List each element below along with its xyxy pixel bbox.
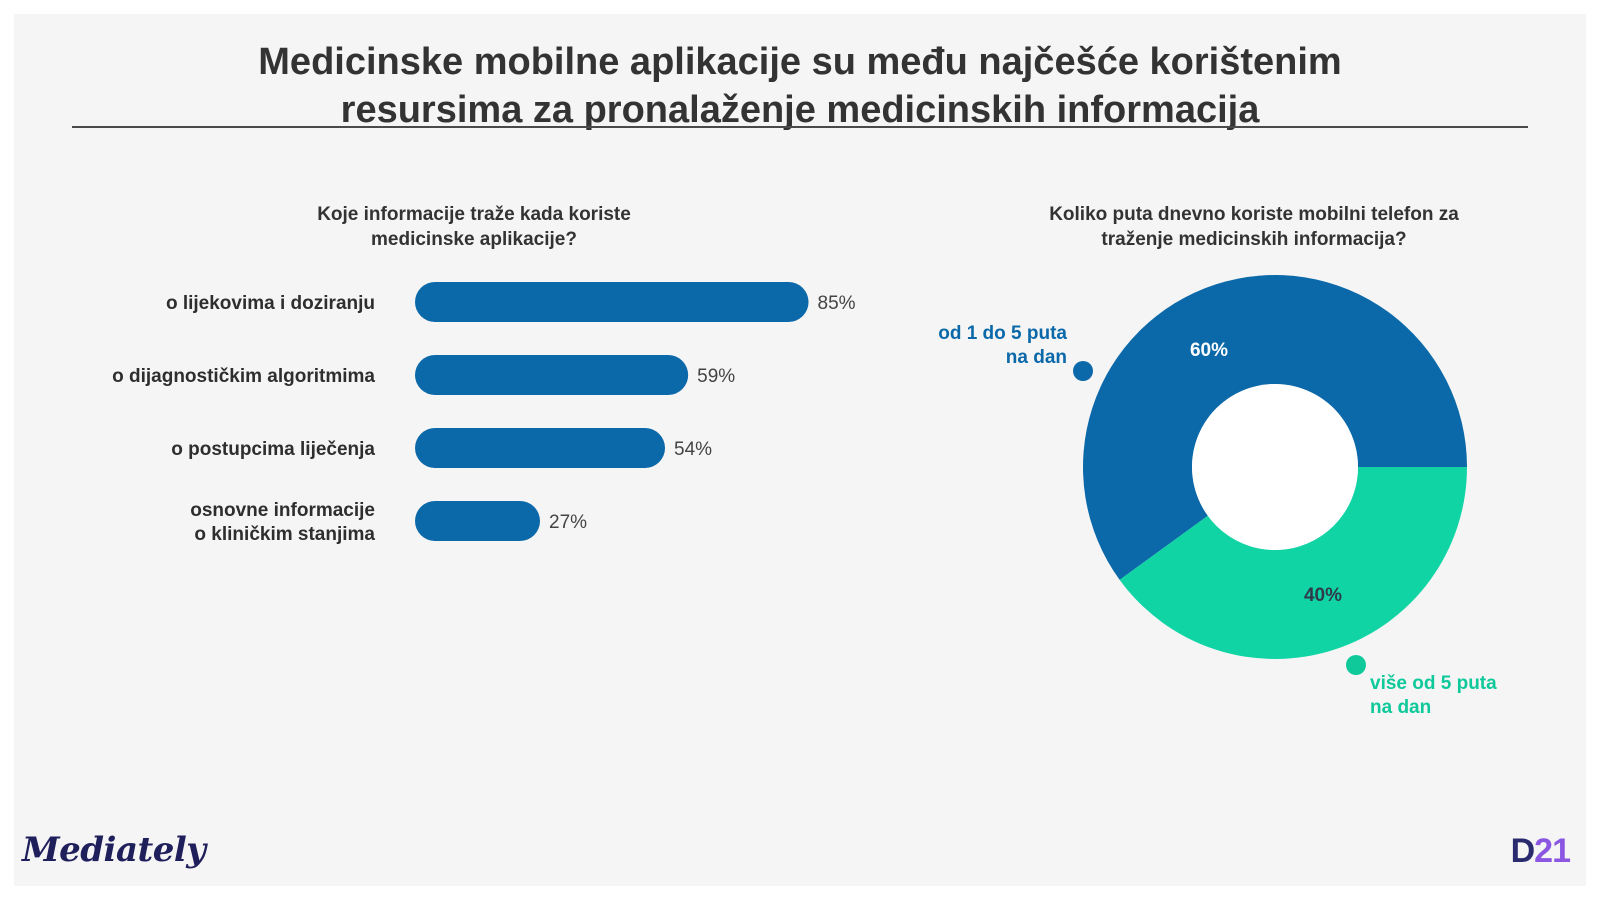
bar-0 — [415, 282, 809, 322]
donut-slice-1 — [1119, 467, 1467, 659]
title-divider — [72, 126, 1528, 128]
donut-question-line-2: traženje medicinskih informacija? — [1101, 229, 1407, 250]
bar-chart-question: Koje informacije traže kada koriste medi… — [274, 202, 674, 252]
donut-value-label-1: 40% — [1304, 585, 1342, 606]
legend-dot-0 — [1073, 361, 1093, 381]
bar-category-label-0: o lijekovima i doziranju — [166, 293, 375, 314]
page-title: Medicinske mobilne aplikacije su među na… — [14, 38, 1586, 134]
legend-label-1: više od 5 puta na dan — [1370, 673, 1497, 718]
donut-chart-question: Koliko puta dnevno koriste mobilni telef… — [1024, 202, 1484, 252]
bar-1 — [415, 355, 689, 395]
d21-logo: D21 — [1510, 832, 1571, 871]
title-line-2: resursima za pronalaženje medicinskih in… — [340, 89, 1260, 131]
bar-value-label-1: 59% — [697, 366, 735, 387]
donut-value-label-0: 60% — [1190, 340, 1228, 361]
bar-question-line-2: medicinske aplikacije? — [371, 229, 577, 250]
bar-3 — [415, 501, 541, 541]
bar-category-label-3: osnovne informacije o kliničkim stanjima — [190, 500, 375, 545]
legend-dot-1 — [1346, 655, 1366, 675]
mediately-logo: Mediately — [22, 830, 206, 870]
bar-value-label-0: 85% — [818, 293, 856, 314]
bar-value-label-2: 54% — [674, 439, 712, 460]
bar-question-line-1: Koje informacije traže kada koriste — [317, 204, 631, 225]
donut-slice-0 — [1083, 275, 1467, 580]
bar-category-label-1: o dijagnostičkim algoritmima — [112, 366, 375, 387]
bar-category-label-2: o postupcima liječenja — [171, 439, 375, 460]
bar-2 — [415, 428, 666, 468]
legend-label-0: od 1 do 5 puta na dan — [938, 323, 1067, 368]
title-line-1: Medicinske mobilne aplikacije su među na… — [258, 41, 1342, 83]
donut-hole — [1192, 384, 1358, 550]
bar-chart: 85% o lijekovima i doziranju 59% o dijagnos… — [112, 282, 856, 545]
d21-logo-number: 21 — [1534, 832, 1571, 870]
bar-value-label-3: 27% — [549, 512, 587, 533]
d21-logo-d: D — [1510, 832, 1536, 870]
infographic-card: Medicinske mobilne aplikacije su među na… — [14, 14, 1586, 886]
donut-question-line-1: Koliko puta dnevno koriste mobilni telef… — [1049, 204, 1459, 225]
